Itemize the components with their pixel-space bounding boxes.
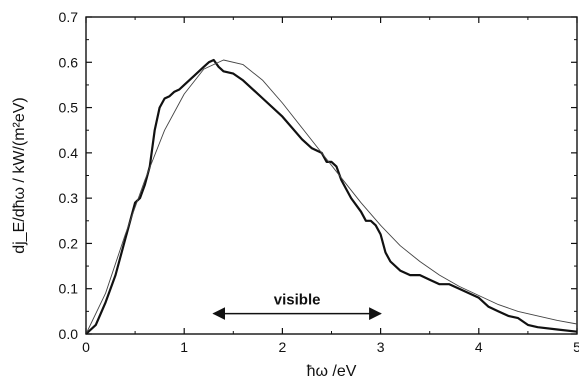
x-tick-label: 4 bbox=[475, 339, 483, 355]
y-tick-label: 0.1 bbox=[59, 281, 79, 297]
y-tick-label: 0.0 bbox=[59, 326, 79, 342]
visible-range-label: visible bbox=[274, 292, 321, 309]
x-tick-label: 5 bbox=[573, 339, 579, 355]
y-axis-title: dj_E/dħω / kW/(m²eV) bbox=[11, 97, 28, 254]
y-tick-label: 0.3 bbox=[59, 190, 79, 206]
series-layer bbox=[85, 58, 578, 335]
visible-range-annotation: visible bbox=[212, 292, 382, 321]
x-tick-label: 1 bbox=[180, 339, 188, 355]
x-tick-label: 0 bbox=[82, 339, 90, 355]
plot-area bbox=[85, 16, 578, 335]
plot-frame bbox=[85, 16, 578, 335]
x-axis-title: ħω /eV bbox=[307, 363, 357, 380]
y-tick-label: 0.7 bbox=[59, 9, 79, 25]
measured-spectrum-line bbox=[85, 58, 578, 335]
y-tick-label: 0.2 bbox=[59, 235, 79, 251]
fit-curve-line bbox=[85, 59, 578, 335]
axis-ticks: 0 1 2 3 4 5 0.0 0.1 0.2 0.3 0.4 0.5 0.6 0.7 bbox=[59, 9, 579, 355]
x-tick-label: 3 bbox=[377, 339, 385, 355]
y-tick-label: 0.6 bbox=[59, 54, 79, 70]
x-tick-label: 2 bbox=[279, 339, 287, 355]
y-tick-label: 0.4 bbox=[59, 145, 79, 161]
y-tick-label: 0.5 bbox=[59, 100, 79, 116]
